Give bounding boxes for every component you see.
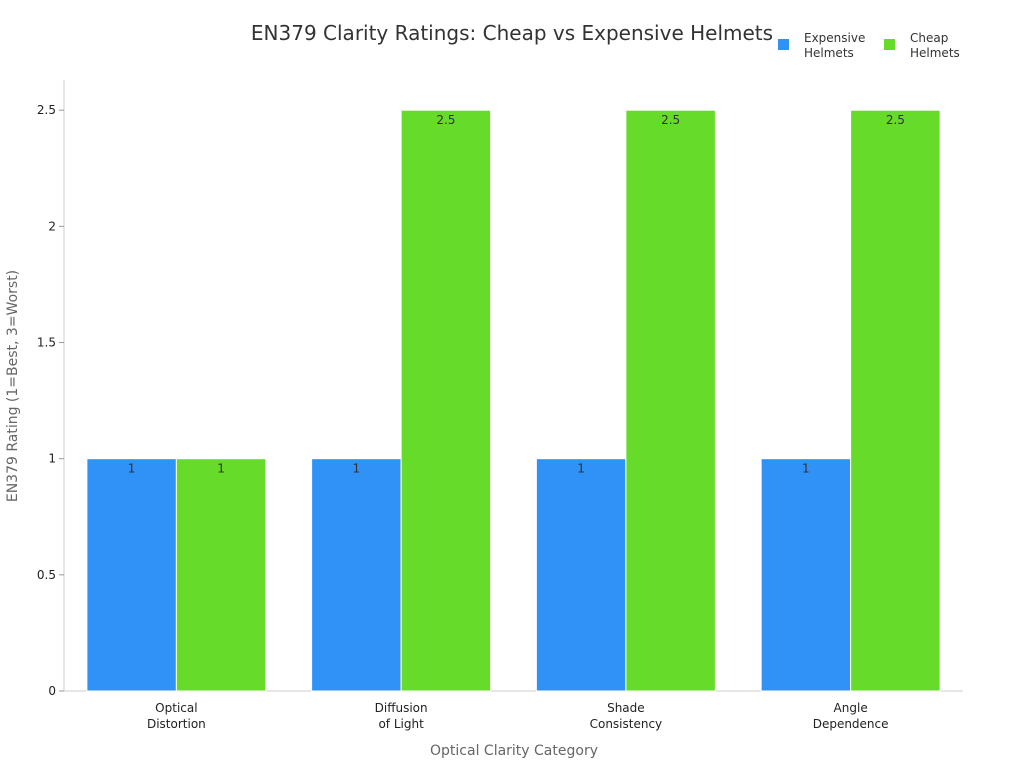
data-label: 1: [353, 462, 361, 476]
data-label: 1: [128, 462, 136, 476]
bar: [535, 458, 627, 692]
data-label: 1: [577, 462, 585, 476]
y-axis-label: EN379 Rating (1=Best, 3=Worst): [5, 270, 21, 502]
bar: [175, 458, 267, 692]
y-tick-label: 1.5: [37, 336, 56, 350]
legend-label: Expensive Helmets: [804, 31, 865, 60]
x-tick-label: Diffusion of Light: [375, 701, 428, 731]
data-label: 1: [802, 462, 810, 476]
bar: [850, 109, 941, 692]
data-label: 1: [217, 462, 225, 476]
bar: [311, 458, 402, 692]
x-tick-label: Shade Consistency: [590, 701, 663, 731]
data-label: 2.5: [886, 113, 905, 127]
bar: [400, 109, 492, 692]
y-tick-label: 0.5: [37, 568, 56, 582]
y-tick-label: 0: [48, 684, 56, 698]
x-tick-label: Angle Dependence: [813, 701, 889, 731]
data-label: 2.5: [436, 113, 455, 127]
bar: [625, 109, 716, 692]
y-tick-label: 2: [48, 219, 56, 233]
legend-swatch: [778, 39, 789, 50]
y-tick-label: 1: [48, 452, 56, 466]
data-label: 2.5: [661, 113, 680, 127]
chart-title: EN379 Clarity Ratings: Cheap vs Expensiv…: [251, 21, 773, 45]
bar: [760, 458, 852, 692]
x-tick-label: Optical Distortion: [147, 701, 206, 731]
legend-label: Cheap Helmets: [910, 31, 960, 60]
y-tick-label: 2.5: [37, 103, 56, 117]
x-axis-label: Optical Clarity Category: [430, 743, 598, 759]
bar: [86, 458, 177, 692]
legend-swatch: [884, 39, 895, 50]
